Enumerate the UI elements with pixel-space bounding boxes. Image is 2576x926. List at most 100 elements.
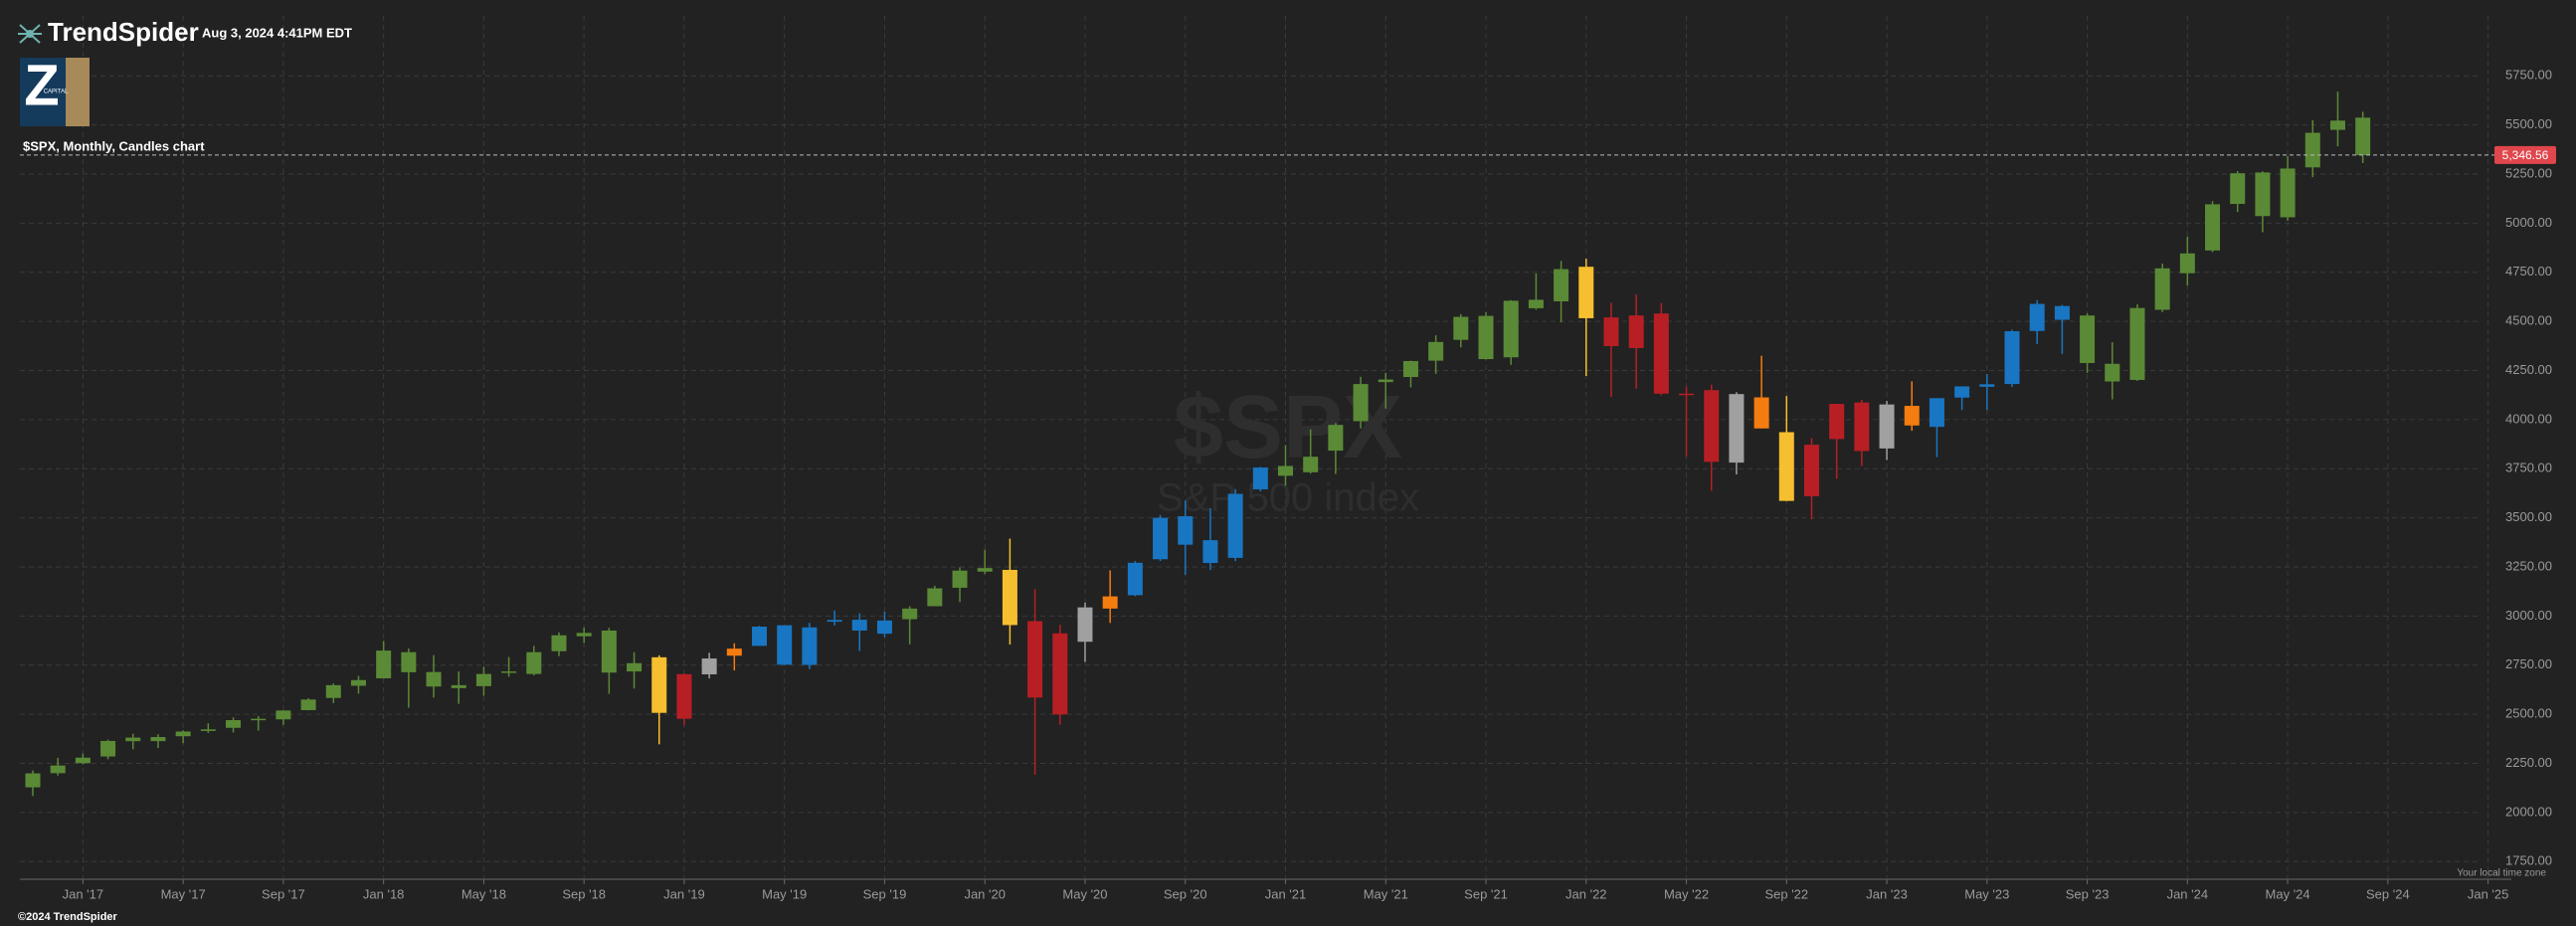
candle-body xyxy=(752,627,768,647)
candle-body xyxy=(1027,621,1043,698)
x-tick-label: Sep '18 xyxy=(562,886,606,901)
candle-body xyxy=(1679,393,1695,396)
candle-body xyxy=(50,765,66,774)
timezone-note: Your local time zone xyxy=(2457,868,2546,879)
candle-body xyxy=(1353,384,1369,422)
candle-body xyxy=(451,684,466,688)
candle-body xyxy=(2230,173,2246,205)
candle-body xyxy=(2129,307,2145,380)
candle-body xyxy=(1803,445,1819,496)
candle-body xyxy=(300,699,316,710)
candle-body xyxy=(1503,300,1519,358)
x-tick-label: May '19 xyxy=(762,886,807,901)
y-tick-label: 3000.00 xyxy=(2505,608,2552,623)
x-tick-label: May '17 xyxy=(161,886,206,901)
candle-body xyxy=(701,658,717,675)
candle-body xyxy=(1328,425,1344,452)
candle-body xyxy=(2280,168,2296,218)
x-tick-label: Sep '22 xyxy=(1764,886,1808,901)
candle-body xyxy=(927,588,943,607)
candle-body xyxy=(1153,517,1169,560)
candle-body xyxy=(251,718,267,721)
candle-body xyxy=(2154,268,2170,310)
candle-body xyxy=(1829,404,1845,440)
candle-body xyxy=(276,710,291,720)
candle-body xyxy=(401,651,417,672)
logo-text: CAPITAL xyxy=(44,90,69,95)
candle-body xyxy=(2054,305,2070,320)
candle-body xyxy=(1554,269,1569,301)
y-tick-label: 5000.00 xyxy=(2505,215,2552,230)
candle-body xyxy=(977,568,993,572)
x-tick-label: May '24 xyxy=(2266,886,2310,901)
candle-body xyxy=(651,656,667,713)
candle-body xyxy=(1453,316,1469,340)
chart-title: $SPX, Monthly, Candles chart xyxy=(23,138,205,153)
candle-body xyxy=(2355,117,2371,155)
candle-body xyxy=(1628,315,1644,348)
candle-body xyxy=(676,673,692,719)
candle-body xyxy=(1202,540,1218,564)
candle-body xyxy=(1904,406,1920,426)
candle-body xyxy=(475,673,491,686)
brand: TrendSpider xyxy=(48,17,199,47)
y-tick-label: 3750.00 xyxy=(2505,461,2552,475)
candle-body xyxy=(1127,562,1143,596)
candle-body xyxy=(1278,465,1293,476)
x-tick-label: Jan '24 xyxy=(2167,886,2209,901)
candle-body xyxy=(150,737,166,742)
x-tick-label: Sep '21 xyxy=(1464,886,1508,901)
y-tick-label: 4250.00 xyxy=(2505,362,2552,377)
candle-body xyxy=(1954,386,1970,398)
candle-body xyxy=(802,627,818,665)
candle-body xyxy=(1428,341,1444,361)
last-price-label: 5,346.56 xyxy=(2502,148,2549,162)
background-layer xyxy=(20,16,2511,884)
candle-body xyxy=(75,757,91,764)
candle-body xyxy=(1102,596,1118,609)
last-price-box xyxy=(2494,145,2556,164)
candle-body xyxy=(1753,397,1769,429)
candle-body xyxy=(1227,493,1243,558)
plot: 1750.00 2000.00 2250.00 2500.00 2750.00 3000.… xyxy=(20,68,2556,901)
candle-body xyxy=(501,671,517,673)
x-tick-label: Sep '23 xyxy=(2066,886,2110,901)
candle-body xyxy=(2329,120,2345,130)
candle-body xyxy=(1854,402,1870,452)
x-tick-label: Jan '17 xyxy=(63,886,104,901)
y-tick-label: 4000.00 xyxy=(2505,411,2552,426)
candle-body xyxy=(1929,398,1944,428)
candle-body xyxy=(325,684,341,698)
copyright: ©2024 TrendSpider xyxy=(18,911,118,923)
candle-body xyxy=(100,740,116,757)
candle-body xyxy=(2105,363,2120,382)
candle-body xyxy=(1603,317,1619,346)
y-tick-label: 2500.00 xyxy=(2505,706,2552,721)
candle-body xyxy=(876,620,892,635)
y-tick-label: 3250.00 xyxy=(2505,558,2552,573)
x-tick-label: Jan '25 xyxy=(2468,886,2509,901)
x-tick-label: May '22 xyxy=(1664,886,1709,901)
candle-body xyxy=(2080,315,2096,363)
candle-body xyxy=(2304,132,2320,168)
candle-body xyxy=(2029,303,2045,331)
candle-body xyxy=(2179,253,2195,274)
x-tick-label: Sep '24 xyxy=(2366,886,2410,901)
y-tick-label: 3500.00 xyxy=(2505,509,2552,524)
candle-body xyxy=(2255,172,2271,217)
y-tick-label: 2250.00 xyxy=(2505,755,2552,770)
candle-body xyxy=(226,720,242,728)
candle-body xyxy=(1528,299,1544,308)
candle-body xyxy=(526,651,542,674)
candle-body xyxy=(952,570,968,588)
x-tick-label: Jan '23 xyxy=(1866,886,1908,901)
candle-body xyxy=(200,729,216,731)
candle-body xyxy=(627,662,643,672)
candle-body xyxy=(1002,569,1017,626)
y-tick-label: 5250.00 xyxy=(2505,165,2552,180)
x-tick-label: Jan '21 xyxy=(1265,886,1307,901)
candle-body xyxy=(1303,457,1319,472)
candle-body xyxy=(1879,404,1895,449)
candle-body xyxy=(827,620,842,623)
